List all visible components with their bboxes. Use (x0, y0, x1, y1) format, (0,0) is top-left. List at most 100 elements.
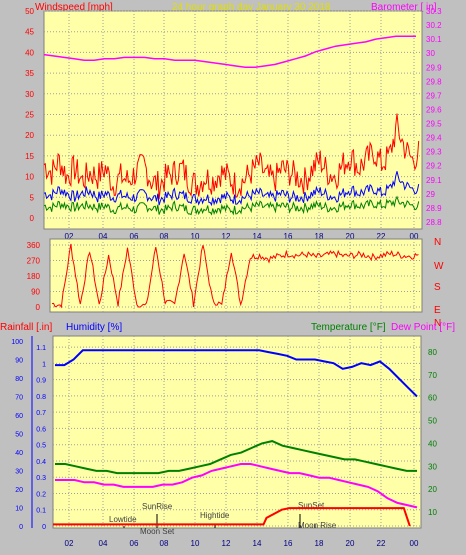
humidity-tick-100: 100 (11, 339, 23, 346)
dewpoint-axis-title: Dew Point [°F] (391, 322, 455, 333)
barometer-tick-29.1: 29.1 (426, 176, 442, 185)
barometer-tick-28.8: 28.8 (426, 218, 442, 227)
humidity-x-tick-02: 02 (65, 539, 74, 548)
wind-x-tick-08: 08 (160, 232, 169, 241)
direction-tick-90: 90 (31, 288, 40, 297)
rainfall-tick-7: 0.7 (36, 410, 46, 417)
wind-x-tick-12: 12 (222, 232, 231, 241)
wind-x-tick-02: 02 (65, 232, 74, 241)
humidity-temperature-series (53, 349, 418, 527)
rainfall-tick-5: 0.5 (36, 443, 46, 450)
rainfall-tick-2: 0.2 (36, 491, 46, 498)
graph-title: 24 hour graph day January 30 2018 (172, 2, 331, 13)
direction-tick-360: 360 (27, 241, 41, 250)
barometer-tick-30.1: 30.1 (426, 35, 442, 44)
windspeed-tick-40: 40 (25, 48, 34, 57)
direction-tick-180: 180 (27, 272, 41, 281)
humidity-x-tick-22: 22 (377, 539, 386, 548)
event-label-5: Moon Rise (298, 521, 337, 530)
windspeed-tick-0: 0 (30, 214, 35, 223)
barometer-tick-labels: 28.8 28.9 29 29.1 29.2 29.3 29.4 29.5 29.6 29.7 29… (426, 7, 442, 227)
compass-label-4: N (434, 318, 441, 329)
windspeed-axis-title: Windspeed [mph] (35, 2, 113, 13)
event-label-2: Moon Set (140, 527, 175, 536)
humidity-temperature-plot-area (52, 335, 422, 529)
humidity-temperature-grid (53, 336, 421, 528)
humidity-tick-20: 20 (15, 487, 23, 494)
wind-average-line (43, 171, 420, 207)
wind-barometer-series (43, 35, 420, 216)
event-label-4: SunSet (298, 501, 325, 510)
event-label-3: Hightide (200, 511, 230, 520)
humidity-line (55, 349, 418, 398)
humidity-x-tick-labels: 02 04 06 08 10 12 14 16 18 20 22 00 (65, 539, 419, 548)
humidity-x-tick-08: 08 (160, 539, 169, 548)
barometer-tick-29.7: 29.7 (426, 91, 442, 100)
barometer-tick-30: 30 (426, 49, 435, 58)
humidity-tick-40: 40 (15, 450, 23, 457)
rainfall-axis-title: Rainfall [.in] (0, 322, 52, 333)
rainfall-tick-11: 1.1 (36, 345, 46, 352)
humidity-tick-10: 10 (15, 506, 23, 513)
rainfall-tick-6: 0.6 (36, 426, 46, 433)
rainfall-line (53, 507, 411, 527)
temperature-tick-50: 50 (428, 417, 437, 426)
windspeed-tick-5: 5 (30, 193, 35, 202)
wind-x-tick-20: 20 (346, 232, 355, 241)
humidity-x-tick-20: 20 (346, 539, 355, 548)
wind-x-tick-22: 22 (377, 232, 386, 241)
barometer-line (43, 35, 416, 69)
wind-x-tick-labels: 02 04 06 08 10 12 14 16 18 20 22 00 (65, 232, 419, 241)
humidity-axis-title: Humidity [%] (66, 322, 122, 333)
wind-direction-series (51, 243, 419, 309)
barometer-tick-30.2: 30.2 (426, 21, 442, 30)
barometer-axis-title: Barometer [ in] (371, 2, 437, 13)
wind-x-tick-00: 00 (410, 232, 419, 241)
windspeed-tick-50: 50 (25, 7, 34, 16)
windspeed-tick-25: 25 (25, 111, 34, 120)
temperature-line (55, 440, 417, 475)
wind-low-line (43, 195, 420, 216)
humidity-tick-50: 50 (15, 432, 23, 439)
humidity-tick-80: 80 (15, 376, 23, 383)
wind-barometer-grid (44, 10, 422, 229)
rainfall-tick-4: 0.4 (36, 459, 46, 466)
windspeed-tick-20: 20 (25, 131, 34, 140)
rainfall-tick-0: 0 (42, 524, 46, 531)
event-label-0: SunRise (142, 502, 173, 511)
temperature-tick-80: 80 (428, 348, 437, 357)
temperature-tick-20: 20 (428, 485, 437, 494)
dewpoint-line (55, 463, 418, 509)
humidity-x-tick-18: 18 (315, 539, 324, 548)
temperature-tick-60: 60 (428, 394, 437, 403)
humidity-x-tick-04: 04 (99, 539, 108, 548)
barometer-tick-29.5: 29.5 (426, 120, 442, 129)
humidity-tick-60: 60 (15, 413, 23, 420)
wind-x-tick-16: 16 (284, 232, 293, 241)
humidity-tick-70: 70 (15, 395, 23, 402)
humidity-tick-0: 0 (19, 524, 23, 531)
barometer-tick-30.3: 30.3 (426, 7, 442, 16)
compass-label-0: N (434, 237, 441, 248)
wind-gust-line (43, 113, 420, 200)
direction-tick-0: 0 (36, 303, 41, 312)
rainfall-tick-1: 0.1 (36, 508, 46, 515)
barometer-tick-29.3: 29.3 (426, 148, 442, 157)
barometer-tick-29: 29 (426, 190, 435, 199)
temperature-tick-70: 70 (428, 371, 437, 380)
wind-x-tick-18: 18 (315, 232, 324, 241)
wind-x-tick-06: 06 (130, 232, 139, 241)
windspeed-tick-45: 45 (25, 28, 34, 37)
rainfall-tick-8: 0.8 (36, 394, 46, 401)
humidity-tick-30: 30 (15, 469, 23, 476)
humidity-x-tick-12: 12 (222, 539, 231, 548)
wind-direction-line (51, 243, 419, 309)
windspeed-tick-15: 15 (25, 152, 34, 161)
temperature-axis-title: Temperature [°F] (311, 322, 386, 333)
humidity-x-tick-06: 06 (130, 539, 139, 548)
direction-tick-270: 270 (27, 257, 41, 266)
barometer-tick-29.8: 29.8 (426, 77, 442, 86)
